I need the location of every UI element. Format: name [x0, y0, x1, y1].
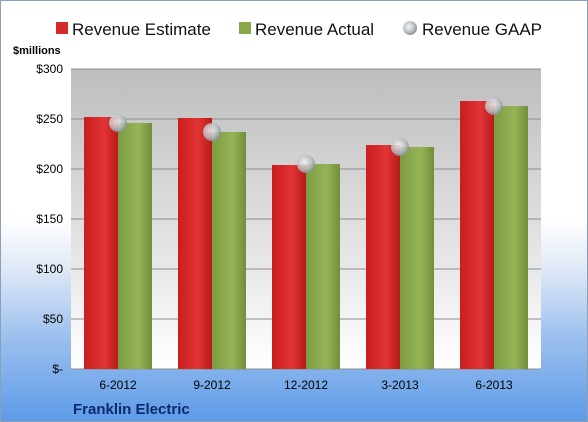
- estimate-bar: [272, 165, 306, 369]
- gaap-marker: [485, 97, 503, 115]
- legend-swatch-gaap: [403, 21, 417, 35]
- x-axis-ticks: 6-2012 9-2012 12-2012 3-2013 6-2013: [99, 378, 513, 392]
- legend-label-estimate: Revenue Estimate: [72, 20, 211, 39]
- gaap-markers: [109, 97, 503, 173]
- actual-bar: [212, 132, 246, 369]
- y-axis-ticks: $- $50 $100 $150 $200 $250 $300: [36, 62, 63, 376]
- x-tick-label: 6-2012: [99, 378, 137, 392]
- y-axis-unit-label: $millions: [13, 45, 61, 57]
- y-tick-label: $250: [36, 112, 63, 126]
- y-tick-label: $50: [43, 312, 63, 326]
- gaap-marker: [391, 138, 409, 156]
- actual-bar: [118, 123, 152, 369]
- estimate-bar: [178, 118, 212, 369]
- y-tick-label: $-: [52, 362, 63, 376]
- bars: [84, 101, 528, 369]
- actual-bar: [400, 147, 434, 369]
- legend-swatch-actual: [239, 22, 251, 34]
- y-tick-label: $150: [36, 212, 63, 226]
- actual-bar: [306, 164, 340, 369]
- y-tick-label: $200: [36, 162, 63, 176]
- x-tick-label: 9-2012: [193, 378, 231, 392]
- legend-swatch-estimate: [56, 22, 68, 34]
- y-tick-label: $100: [36, 262, 63, 276]
- estimate-bar: [366, 145, 400, 369]
- legend-label-actual: Revenue Actual: [255, 20, 374, 39]
- x-tick-label: 6-2013: [475, 378, 513, 392]
- actual-bar: [494, 106, 528, 369]
- y-tick-label: $300: [36, 62, 63, 76]
- gaap-marker: [203, 123, 221, 141]
- gaap-marker: [297, 155, 315, 173]
- x-tick-label: 3-2013: [381, 378, 419, 392]
- legend: Revenue Estimate Revenue Actual Revenue …: [56, 20, 542, 39]
- legend-label-gaap: Revenue GAAP: [422, 20, 542, 39]
- gaap-marker: [109, 114, 127, 132]
- company-name: Franklin Electric: [73, 401, 190, 418]
- estimate-bar: [460, 101, 494, 369]
- estimate-bar: [84, 117, 118, 369]
- x-tick-label: 12-2012: [284, 378, 328, 392]
